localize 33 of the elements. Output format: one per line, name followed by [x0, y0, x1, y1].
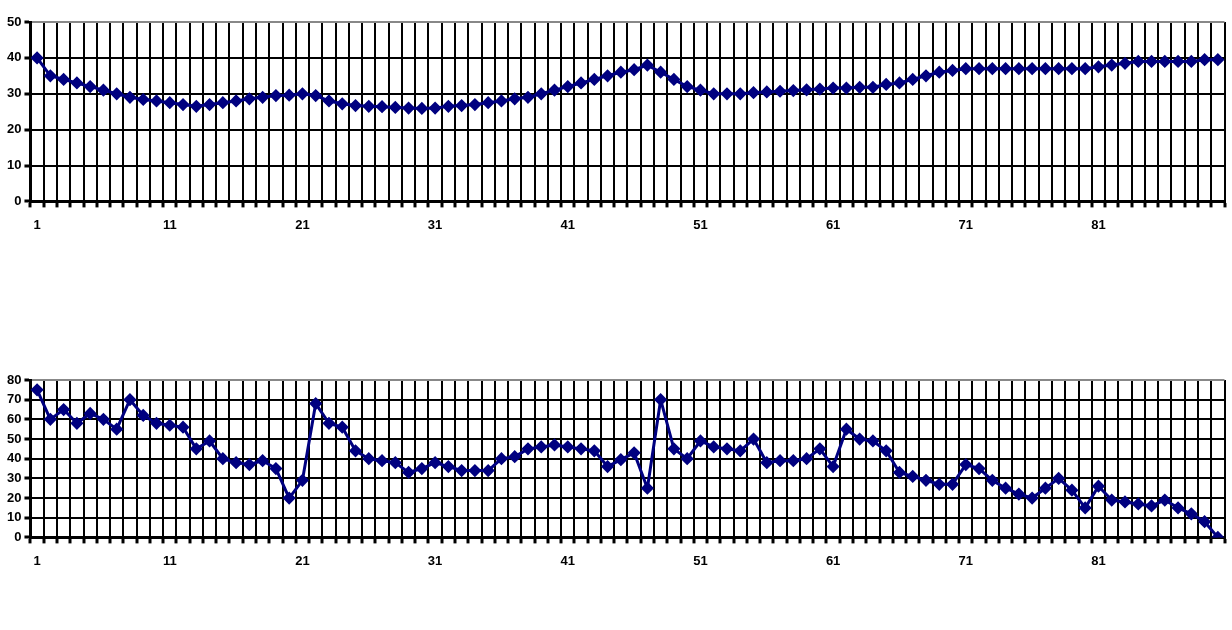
x-tick-label: 11	[162, 552, 177, 568]
x-tick-label: 31	[427, 216, 443, 232]
x-tick-label: 71	[958, 216, 974, 232]
x-tick-label: 61	[825, 216, 841, 232]
x-tick-label: 11	[162, 216, 177, 232]
y-tick-label: 60	[6, 410, 22, 426]
y-tick-label: 10	[6, 509, 22, 525]
x-tick-label: 21	[295, 552, 310, 568]
y-tick-label: 20	[6, 489, 22, 505]
x-tick-label: 21	[295, 216, 310, 232]
x-tick-label: 41	[560, 552, 576, 568]
y-tick-label: 40	[6, 450, 22, 466]
y-tick-label: 0	[14, 528, 22, 544]
x-tick-label: 51	[693, 552, 708, 568]
y-tick-label: 20	[6, 121, 22, 137]
x-tick-label: 81	[1091, 552, 1106, 568]
x-tick-label: 51	[693, 216, 708, 232]
y-tick-label: 30	[6, 85, 22, 101]
y-tick-label: 30	[6, 469, 22, 485]
x-tick-label: 1	[33, 552, 41, 568]
y-tick-label: 80	[6, 371, 22, 387]
y-tick-label: 0	[14, 192, 22, 208]
y-tick-label: 70	[6, 391, 22, 407]
y-tick-label: 50	[6, 13, 22, 29]
x-tick-label: 71	[958, 552, 974, 568]
y-tick-label: 50	[6, 430, 22, 446]
y-tick-label: 40	[6, 49, 22, 65]
y-tick-label: 10	[6, 157, 22, 173]
x-tick-label: 61	[825, 552, 841, 568]
x-tick-label: 31	[427, 552, 443, 568]
x-tick-label: 41	[560, 216, 576, 232]
x-tick-label: 1	[33, 216, 41, 232]
x-tick-label: 81	[1091, 216, 1106, 232]
